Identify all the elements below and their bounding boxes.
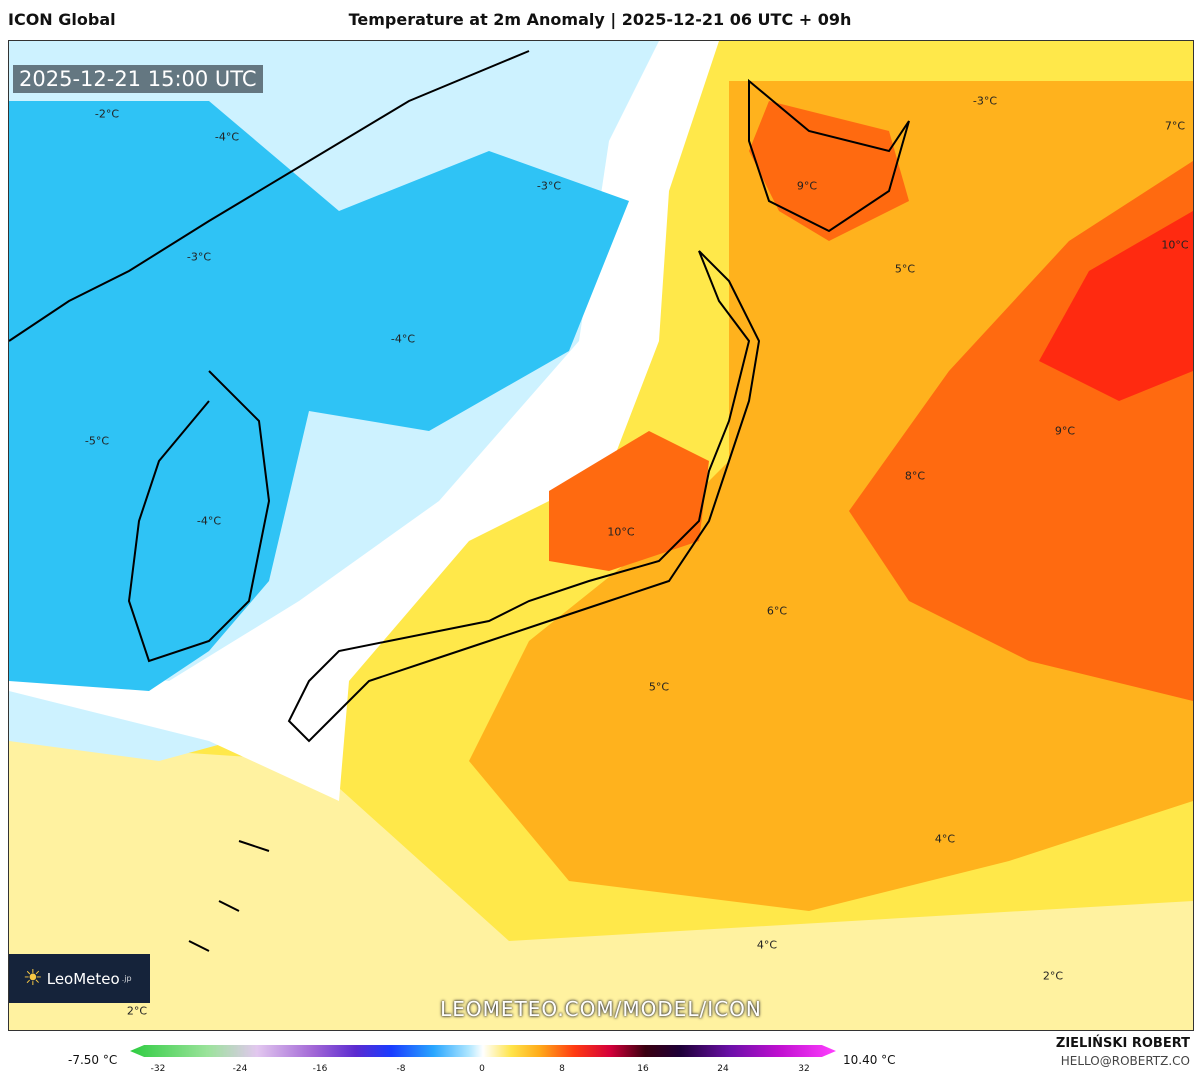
value-label: 9°C [1054,424,1076,438]
value-label: 6°C [766,604,788,618]
value-label: -4°C [196,514,222,528]
coastline-japan [287,78,910,743]
honshu-warm [549,431,709,571]
value-label: 7°C [1164,119,1186,133]
legend-tick: 0 [479,1064,485,1074]
value-label: 9°C [796,179,818,193]
value-label: 5°C [648,680,670,694]
warm-zone [469,81,1193,911]
value-label: 2°C [1042,969,1064,983]
map-title: Temperature at 2m Anomaly | 2025-12-21 0… [348,10,852,29]
neutral-band [9,41,719,801]
color-legend-bar [130,1045,836,1057]
legend-max-label: 10.40 °C [843,1053,896,1067]
legend-tick: -16 [312,1064,328,1074]
author-credit: ZIELIŃSKI ROBERT [1055,1036,1190,1051]
value-label: -3°C [186,250,212,264]
legend-tick: 24 [717,1064,729,1074]
anomaly-map [9,41,1193,1030]
value-label: 8°C [904,469,926,483]
legend-tick: 16 [637,1064,649,1074]
very-hot-core [1039,211,1193,401]
contact-email: HELLO@ROBERTZ.CO [1060,1054,1190,1068]
mild-south-zone [9,741,1193,1030]
map-frame: 2025-12-21 15:00 UTC -2°C -4°C -3°C -3°C… [8,40,1194,1031]
brand-name: LeoMeteo [46,969,120,988]
value-label: -3°C [536,179,562,193]
value-label: -4°C [214,130,240,144]
value-label: -3°C [972,94,998,108]
value-label: 4°C [756,938,778,952]
model-name: ICON Global [8,10,116,29]
value-label: -5°C [84,434,110,448]
legend-tick: 32 [798,1064,810,1074]
value-label: 2°C [126,1004,148,1018]
value-label: 10°C [1161,238,1189,252]
legend-tick: -32 [150,1064,166,1074]
legend-tick: -8 [396,1064,406,1074]
brand-tld: .jp [121,974,132,983]
sun-icon: ☀ [23,966,43,991]
coastline-asia [9,50,530,663]
legend-min-label: -7.50 °C [68,1053,118,1067]
value-label: -4°C [390,332,416,346]
site-watermark: LEOMETEO.COM/MODEL/ICON [440,997,762,1021]
value-label: -2°C [94,107,120,121]
value-label: 5°C [894,262,916,276]
brand-logo: ☀ LeoMeteo .jp [9,954,150,1003]
hokkaido-warm [749,101,909,241]
coastline-islands [188,840,270,952]
legend-tick: -24 [232,1064,248,1074]
value-label: 4°C [934,832,956,846]
legend-tick: 8 [559,1064,565,1074]
value-label: 10°C [607,525,635,539]
valid-time-badge: 2025-12-21 15:00 UTC [13,65,263,93]
